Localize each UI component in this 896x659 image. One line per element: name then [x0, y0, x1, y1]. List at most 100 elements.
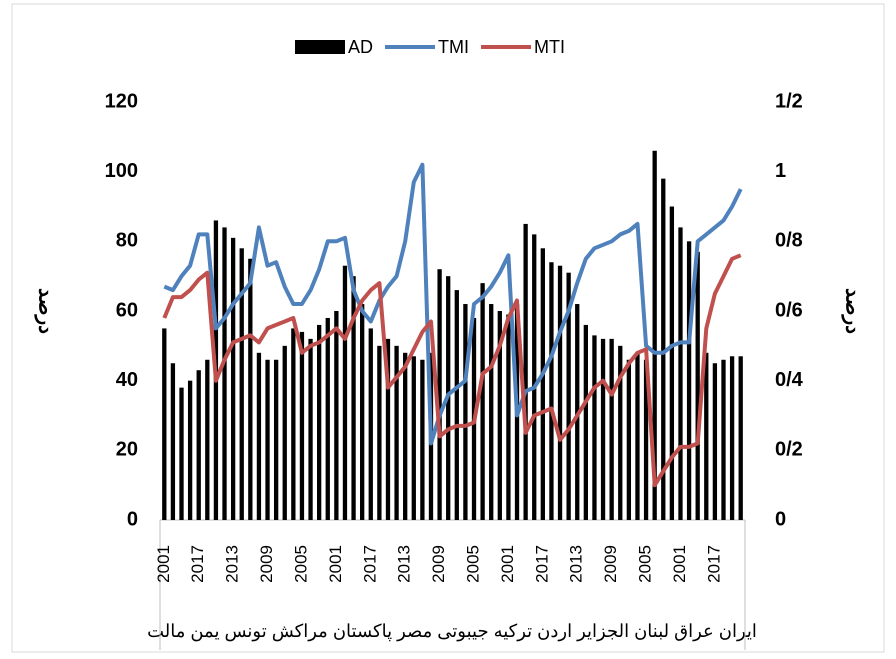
legend-label: AD [348, 37, 373, 57]
bar [721, 359, 726, 520]
bar [420, 359, 425, 520]
x-tick-label: 2013 [395, 545, 414, 583]
bar [592, 335, 597, 520]
bar [506, 314, 511, 520]
y-tick-label: 0 [127, 508, 138, 530]
bar [334, 311, 339, 520]
y2-tick-label: 0/6 [775, 299, 803, 321]
bar [342, 265, 348, 520]
bar [437, 269, 442, 520]
bar [738, 356, 743, 520]
x-tick-label: 2017 [360, 545, 379, 583]
y2-tick-label: 0/8 [775, 230, 803, 252]
y-tick-label: 60 [116, 299, 138, 321]
bar [187, 380, 193, 520]
bar [678, 227, 683, 520]
bar [549, 262, 554, 520]
bar [661, 178, 666, 520]
y-axis-title: درصد [34, 288, 57, 334]
x-tick-label: 2001 [326, 545, 345, 583]
bar [299, 331, 305, 520]
x-tick-label: 2001 [498, 545, 517, 583]
y2-tick-label: 0 [775, 508, 786, 530]
bar [583, 324, 588, 520]
line [163, 162, 743, 446]
bar [489, 304, 494, 520]
bar [265, 359, 270, 520]
bar [566, 272, 571, 520]
x-tick-label: 2005 [291, 545, 310, 583]
bar [652, 150, 657, 520]
x-tick-label: 2009 [601, 545, 620, 583]
bar [540, 248, 545, 521]
x-tick-label: 2013 [223, 545, 242, 583]
bar [360, 304, 365, 520]
y2-tick-label: 1 [775, 160, 786, 182]
bar [368, 328, 373, 520]
bar [222, 227, 227, 520]
bar [377, 345, 382, 520]
x-tick-label: 2009 [257, 545, 276, 583]
bar [317, 324, 322, 520]
bar [308, 338, 313, 520]
bar [196, 370, 201, 520]
bar [179, 387, 184, 520]
bar [325, 317, 330, 520]
bar [686, 241, 692, 521]
legend-label: TMI [438, 37, 469, 57]
bar [497, 311, 502, 520]
x-tick-label: 2009 [429, 545, 448, 583]
bar [411, 356, 416, 520]
legend-label: MTI [534, 37, 565, 57]
bar [626, 359, 632, 520]
bar [557, 265, 563, 520]
y2-axis-title: درصد [841, 288, 864, 334]
bar [239, 248, 244, 521]
group-labels: ایران عراق لبنان الجزایر اردن ترکیه جیبو… [147, 621, 757, 642]
bar [454, 290, 459, 520]
x-tick-label: 2013 [567, 545, 586, 583]
y-tick-label: 120 [105, 90, 138, 112]
y-tick-label: 80 [116, 230, 138, 252]
bar [729, 356, 735, 520]
bar [609, 338, 614, 520]
x-tick-label: 2001 [670, 545, 689, 583]
bar [463, 304, 468, 520]
x-tick-label: 2017 [704, 545, 723, 583]
bar [403, 352, 408, 520]
x-tick-label: 2005 [463, 545, 482, 583]
x-tick-label: 2005 [636, 545, 655, 583]
x-tick-label: 2017 [188, 545, 207, 583]
bar [643, 359, 649, 520]
y2-tick-label: 0/2 [775, 439, 803, 461]
bar [695, 251, 700, 521]
bar [170, 363, 176, 520]
bar [291, 328, 296, 520]
bar [282, 345, 287, 520]
y-tick-label: 20 [116, 439, 138, 461]
y2-tick-label: 0/4 [775, 369, 804, 391]
bar [248, 258, 253, 520]
bar [230, 237, 236, 520]
bar [256, 352, 262, 520]
bar [351, 276, 356, 520]
bar [273, 359, 279, 520]
x-tick-label: 2017 [532, 545, 551, 583]
bar [480, 283, 485, 520]
y-tick-label: 40 [116, 369, 138, 391]
bar [394, 345, 399, 520]
legend-swatch [295, 40, 345, 54]
bar [205, 359, 210, 520]
y2-tick-label: 1/2 [775, 90, 803, 112]
bar [618, 345, 623, 520]
bar [532, 234, 537, 520]
bar [704, 352, 709, 520]
bar [712, 363, 718, 520]
x-tick-label: 2001 [154, 545, 173, 583]
bar [635, 352, 640, 520]
y-tick-label: 100 [105, 160, 138, 182]
bar [600, 338, 606, 520]
line [162, 253, 742, 488]
bar [669, 206, 675, 520]
